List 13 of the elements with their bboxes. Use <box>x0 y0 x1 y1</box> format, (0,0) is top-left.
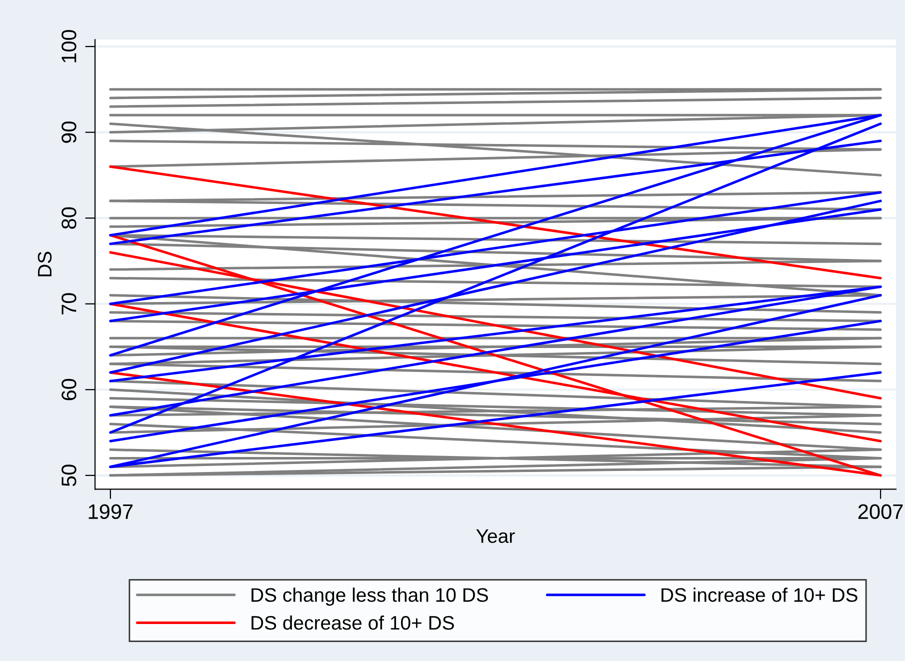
legend-label: DS change less than 10 DS <box>252 588 488 606</box>
y-tick-label: 100 <box>62 30 76 62</box>
y-tick-label: 80 <box>62 207 76 229</box>
legend-label: DS increase of 10+ DS <box>662 588 858 602</box>
x-tick-label: 1997 <box>88 504 133 520</box>
x-axis-title: Year <box>476 529 515 543</box>
x-tick-label: 2007 <box>858 504 903 520</box>
y-tick-label: 90 <box>62 122 76 143</box>
y-axis-title: DS <box>38 252 52 276</box>
y-tick-label: 70 <box>62 293 76 314</box>
legend-label: DS decrease of 10+ DS <box>252 615 454 630</box>
y-tick-label: 50 <box>62 464 76 486</box>
y-tick-label: 60 <box>62 378 76 400</box>
